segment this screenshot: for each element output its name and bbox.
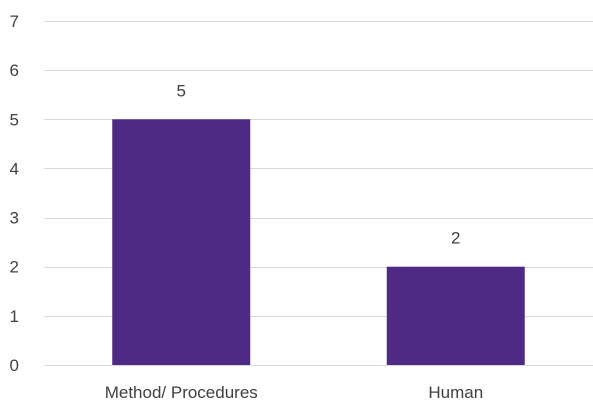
y-tick-label: 4 [10,159,19,178]
y-tick-label: 7 [10,12,19,31]
y-tick-label: 1 [10,307,19,326]
bar-data-label: 5 [177,81,186,100]
y-axis-tick-labels: 0 1 2 3 4 5 6 7 [10,12,19,375]
x-category-label: Method/ Procedures [105,383,258,402]
bar [387,267,525,365]
x-category-label: Human [428,383,483,402]
x-axis-category-labels: Method/ Procedures Human [105,383,483,402]
bars [112,119,525,365]
y-tick-label: 3 [10,209,19,228]
bar [112,119,250,365]
y-tick-label: 5 [10,110,19,129]
bar-data-label: 2 [451,229,460,248]
y-tick-label: 6 [10,61,19,80]
y-tick-label: 0 [10,356,19,375]
y-tick-label: 2 [10,258,19,277]
